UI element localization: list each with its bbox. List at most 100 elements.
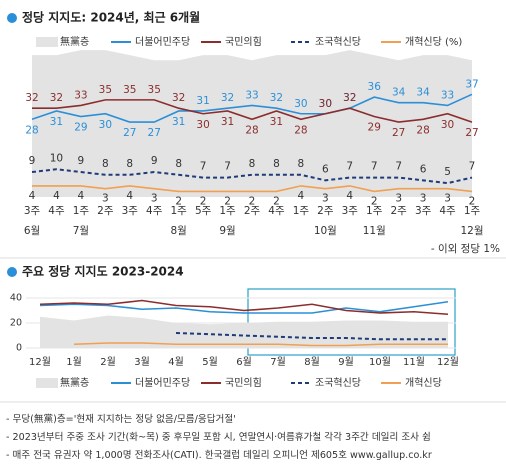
data-label: 35 (148, 84, 161, 96)
x-tick-label: 1주 (73, 205, 90, 217)
line (73, 342, 448, 347)
data-label: 2 (469, 195, 476, 207)
data-label: 9 (78, 155, 85, 167)
data-label: 37 (465, 78, 478, 90)
month-label: 11월 (363, 225, 386, 237)
x-tick-label: 3주 (122, 205, 139, 217)
line (39, 299, 449, 316)
data-label: 27 (148, 127, 161, 139)
footnote: - 무당(無黨)층='현재 지지하는 정당 없음/모름/응답거절' (6, 413, 236, 425)
month-label: 6월 (24, 225, 40, 237)
x-tick-label: 4주 (146, 205, 163, 217)
data-label: 33 (441, 89, 454, 101)
data-label: 7 (224, 161, 231, 173)
x-tick-label: 3월 (134, 356, 150, 368)
data-label: 4 (78, 190, 85, 202)
data-label: 29 (74, 122, 87, 134)
data-label: 2 (175, 195, 182, 207)
x-tick-label: 6월 (236, 356, 252, 368)
data-label: 28 (25, 124, 38, 136)
data-label: 3 (444, 193, 451, 205)
legend-label: 개혁신당 (%) (405, 36, 462, 48)
data-label: 3 (395, 193, 402, 205)
x-tick-label: 2주 (97, 205, 114, 217)
footnote: - 매주 전국 유권자 약 1,000명 전화조사(CATI). 한국갤럽 데일… (6, 449, 432, 461)
data-label: 8 (126, 158, 133, 170)
x-tick-label: 12월 (437, 356, 459, 368)
line (31, 93, 473, 123)
data-label: 7 (346, 161, 353, 173)
data-label: 33 (245, 89, 258, 101)
footnote: - 2023년부터 주중 조사 기간(화~목) 중 후무일 포함 시, 연말연시… (6, 431, 431, 443)
data-label: 2 (273, 195, 280, 207)
title-dot (7, 267, 17, 277)
data-label: 32 (270, 92, 283, 104)
legend-label: 無黨층 (60, 376, 89, 389)
legend-label: 개혁신당 (405, 377, 442, 389)
data-label: 8 (298, 158, 305, 170)
x-tick-label: 2주 (390, 205, 407, 217)
data-label: 31 (172, 116, 185, 128)
data-label: 32 (25, 92, 38, 104)
data-label: 31 (196, 95, 209, 107)
month-label: 10월 (314, 225, 337, 237)
area (32, 50, 472, 197)
x-tick-label: 11월 (403, 356, 425, 368)
line (31, 168, 473, 185)
data-label: 36 (368, 81, 382, 93)
line (32, 185, 473, 193)
data-label: 7 (469, 161, 476, 173)
x-tick-label: 2주 (244, 205, 261, 217)
chart-title: 정당 지지도: 2024년, 최근 6개월 (22, 10, 200, 25)
data-label: 10 (50, 152, 63, 164)
month-label: 8월 (170, 225, 186, 237)
data-label: 9 (151, 155, 158, 167)
x-tick-label: 1주 (366, 205, 383, 217)
data-label: 31 (221, 116, 234, 128)
x-tick-label: 1주 (170, 205, 187, 217)
legend-label: 더불어민주당 (135, 377, 190, 389)
data-label: 8 (249, 158, 256, 170)
x-tick-label: 3주 (24, 205, 41, 217)
data-label: 9 (29, 155, 36, 167)
x-tick-label: 1주 (464, 205, 481, 217)
line (32, 99, 473, 123)
data-label: 30 (99, 119, 112, 131)
data-label: 30 (196, 119, 209, 131)
x-tick-label: 5월 (202, 356, 218, 368)
data-label: 3 (420, 193, 427, 205)
x-tick-label: 2월 (100, 356, 116, 368)
legend-label: 無黨층 (60, 35, 89, 48)
data-label: 6 (322, 163, 329, 175)
x-tick-label: 4주 (48, 205, 65, 217)
data-label: 32 (343, 92, 356, 104)
line (39, 300, 449, 314)
legend-swatch (36, 378, 58, 388)
x-tick-label: 4주 (439, 205, 456, 217)
data-label: 7 (200, 161, 207, 173)
legend-label: 조국혁신당 (315, 36, 361, 48)
x-tick-label: 9월 (338, 356, 354, 368)
highlight-box (247, 288, 456, 356)
data-label: 28 (245, 124, 258, 136)
data-label: 3 (102, 193, 109, 205)
data-label: 8 (102, 158, 109, 170)
data-label: 32 (343, 92, 356, 104)
line (175, 332, 448, 341)
area (40, 315, 448, 348)
data-label: 4 (53, 190, 60, 202)
x-tick-label: 12월 (29, 356, 51, 368)
title-dot (7, 13, 17, 23)
data-label: 33 (74, 89, 87, 101)
data-label: 32 (172, 92, 185, 104)
data-label: 4 (346, 190, 353, 202)
x-tick-label: 1주 (293, 205, 310, 217)
chart-title: 주요 정당 지지도 2023-2024 (22, 264, 184, 279)
x-tick-label: 10월 (369, 356, 391, 368)
x-tick-label: 3주 (415, 205, 432, 217)
data-label: 2 (371, 195, 378, 207)
x-tick-label: 3주 (342, 205, 359, 217)
data-label: 4 (298, 190, 305, 202)
data-label: 30 (441, 119, 454, 131)
